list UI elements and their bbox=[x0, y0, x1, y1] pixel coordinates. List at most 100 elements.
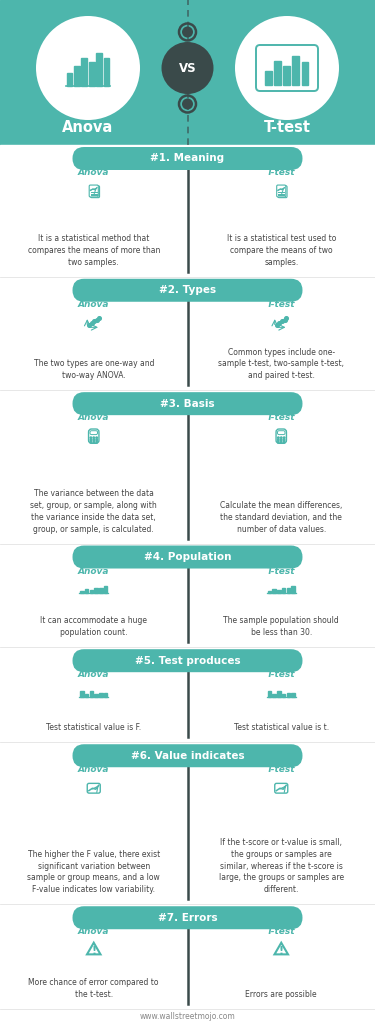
Bar bbox=[90, 590, 93, 594]
Text: Test statistical value is t.: Test statistical value is t. bbox=[234, 723, 329, 732]
Bar bbox=[85, 694, 88, 697]
Bar bbox=[282, 588, 285, 594]
Bar bbox=[284, 66, 290, 85]
Text: Common types include one-
sample t-test, two-sample t-test,
and paired t-test.: Common types include one- sample t-test,… bbox=[218, 347, 344, 380]
Bar bbox=[0, 544, 375, 647]
Bar bbox=[81, 58, 87, 86]
Bar bbox=[85, 589, 88, 594]
FancyBboxPatch shape bbox=[72, 649, 303, 672]
Bar bbox=[292, 55, 299, 85]
Circle shape bbox=[278, 437, 279, 438]
Point bbox=[86, 317, 92, 334]
Bar bbox=[265, 71, 272, 85]
FancyBboxPatch shape bbox=[72, 279, 303, 302]
Circle shape bbox=[90, 439, 92, 440]
Point bbox=[96, 310, 102, 327]
Text: T-test: T-test bbox=[267, 300, 296, 309]
Circle shape bbox=[280, 441, 282, 443]
Bar bbox=[277, 690, 280, 697]
Point bbox=[94, 312, 100, 329]
Text: #3. Basis: #3. Basis bbox=[160, 398, 215, 409]
Bar bbox=[291, 693, 295, 697]
Bar bbox=[94, 588, 98, 594]
Text: Test statistical value is F.: Test statistical value is F. bbox=[46, 723, 141, 732]
Text: #4. Population: #4. Population bbox=[144, 552, 231, 562]
Text: #1. Meaning: #1. Meaning bbox=[150, 154, 225, 164]
Text: Calculate the mean differences,
the standard deviation, and the
number of data v: Calculate the mean differences, the stan… bbox=[220, 501, 342, 534]
Text: Anova: Anova bbox=[78, 765, 110, 774]
Bar bbox=[302, 62, 308, 85]
Bar bbox=[272, 589, 276, 594]
Bar bbox=[0, 904, 375, 1009]
Text: Anova: Anova bbox=[78, 413, 110, 422]
Circle shape bbox=[93, 441, 94, 443]
Point bbox=[282, 312, 288, 329]
Circle shape bbox=[36, 16, 140, 120]
Bar bbox=[94, 694, 98, 697]
Point bbox=[89, 315, 95, 332]
Bar bbox=[0, 390, 375, 544]
Bar bbox=[89, 61, 94, 86]
Bar bbox=[104, 693, 107, 697]
Text: T-test: T-test bbox=[267, 168, 296, 177]
Circle shape bbox=[90, 437, 92, 438]
Text: It is a statistical test used to
compare the means of two
samples.: It is a statistical test used to compare… bbox=[226, 234, 336, 267]
Text: VS: VS bbox=[178, 61, 196, 75]
Bar bbox=[99, 692, 103, 697]
Point bbox=[274, 317, 280, 334]
Text: Anova: Anova bbox=[78, 300, 110, 309]
Text: T-test: T-test bbox=[267, 765, 296, 774]
Point bbox=[276, 315, 282, 332]
Bar bbox=[104, 587, 107, 594]
Circle shape bbox=[278, 439, 279, 440]
Text: T-test: T-test bbox=[267, 566, 296, 575]
Bar bbox=[0, 647, 375, 742]
Text: The variance between the data
set, group, or sample, along with
the variance ins: The variance between the data set, group… bbox=[30, 489, 157, 534]
FancyBboxPatch shape bbox=[72, 546, 303, 568]
Text: The higher the F value, there exist
significant variation between
sample or grou: The higher the F value, there exist sign… bbox=[27, 850, 160, 894]
Text: T-test: T-test bbox=[264, 121, 310, 135]
Circle shape bbox=[90, 441, 92, 443]
Text: Anova: Anova bbox=[78, 168, 110, 177]
Bar bbox=[0, 145, 375, 276]
Circle shape bbox=[182, 27, 193, 38]
Bar bbox=[272, 694, 276, 697]
Circle shape bbox=[93, 439, 94, 440]
Text: More chance of error compared to
the t-test.: More chance of error compared to the t-t… bbox=[28, 978, 159, 999]
Text: Anova: Anova bbox=[62, 121, 114, 135]
Bar bbox=[96, 52, 102, 86]
Bar bbox=[286, 589, 290, 594]
Circle shape bbox=[284, 439, 285, 440]
Text: #2. Types: #2. Types bbox=[159, 286, 216, 295]
Point bbox=[92, 313, 98, 330]
Text: Anova: Anova bbox=[78, 566, 110, 575]
Bar bbox=[268, 691, 271, 697]
FancyBboxPatch shape bbox=[89, 185, 98, 197]
Bar bbox=[282, 694, 285, 697]
Circle shape bbox=[284, 441, 285, 443]
FancyBboxPatch shape bbox=[277, 185, 286, 197]
FancyBboxPatch shape bbox=[72, 147, 303, 170]
Bar bbox=[104, 58, 110, 86]
Text: If the t-score or t-value is small,
the groups or samples are
similar, whereas i: If the t-score or t-value is small, the … bbox=[219, 838, 344, 894]
Bar bbox=[90, 690, 93, 697]
Circle shape bbox=[278, 441, 279, 443]
Text: Errors are possible: Errors are possible bbox=[245, 990, 317, 999]
Circle shape bbox=[284, 437, 285, 438]
Circle shape bbox=[96, 439, 98, 440]
Bar bbox=[286, 692, 290, 697]
Bar bbox=[80, 591, 84, 594]
FancyBboxPatch shape bbox=[72, 744, 303, 767]
Text: !: ! bbox=[91, 945, 96, 955]
Bar bbox=[268, 591, 271, 594]
FancyBboxPatch shape bbox=[72, 392, 303, 415]
Text: Anova: Anova bbox=[78, 670, 110, 679]
Bar bbox=[80, 691, 84, 697]
Text: #7. Errors: #7. Errors bbox=[158, 912, 218, 923]
Circle shape bbox=[182, 98, 193, 110]
Point bbox=[279, 313, 285, 330]
Bar bbox=[0, 0, 375, 145]
Circle shape bbox=[162, 42, 213, 94]
Circle shape bbox=[96, 441, 98, 443]
Text: It can accommodate a huge
population count.: It can accommodate a huge population cou… bbox=[40, 616, 147, 637]
